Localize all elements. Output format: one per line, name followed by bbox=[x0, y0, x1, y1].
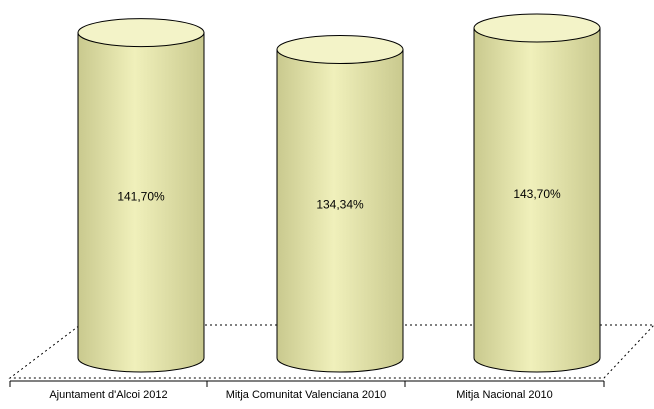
cylinder-body bbox=[473, 27, 601, 373]
cylinder-top bbox=[473, 13, 601, 43]
bar-1: 141,70% bbox=[77, 18, 205, 373]
bar-3: 143,70% bbox=[473, 13, 601, 373]
cylinder-top bbox=[77, 18, 205, 48]
data-label: 143,70% bbox=[513, 187, 561, 201]
category-label: Ajuntament d'Alcoi 2012 bbox=[49, 389, 167, 401]
data-label: 134,34% bbox=[316, 198, 364, 212]
category-axis: Ajuntament d'Alcoi 2012 Mitja Comunitat V… bbox=[9, 380, 605, 401]
bars-layer: 141,70% 134,34% 143,70% bbox=[77, 13, 601, 373]
floor-plane bbox=[8, 324, 654, 379]
cylinder-body bbox=[77, 32, 205, 373]
floor-outline bbox=[8, 324, 654, 379]
bar-2: 134,34% bbox=[276, 34, 404, 373]
category-label: Mitja Nacional 2010 bbox=[456, 389, 553, 401]
category-label: Mitja Comunitat Valenciana 2010 bbox=[226, 389, 387, 401]
cylinder-top bbox=[276, 34, 404, 64]
data-label: 141,70% bbox=[117, 189, 165, 203]
cylinder-body bbox=[276, 48, 404, 373]
